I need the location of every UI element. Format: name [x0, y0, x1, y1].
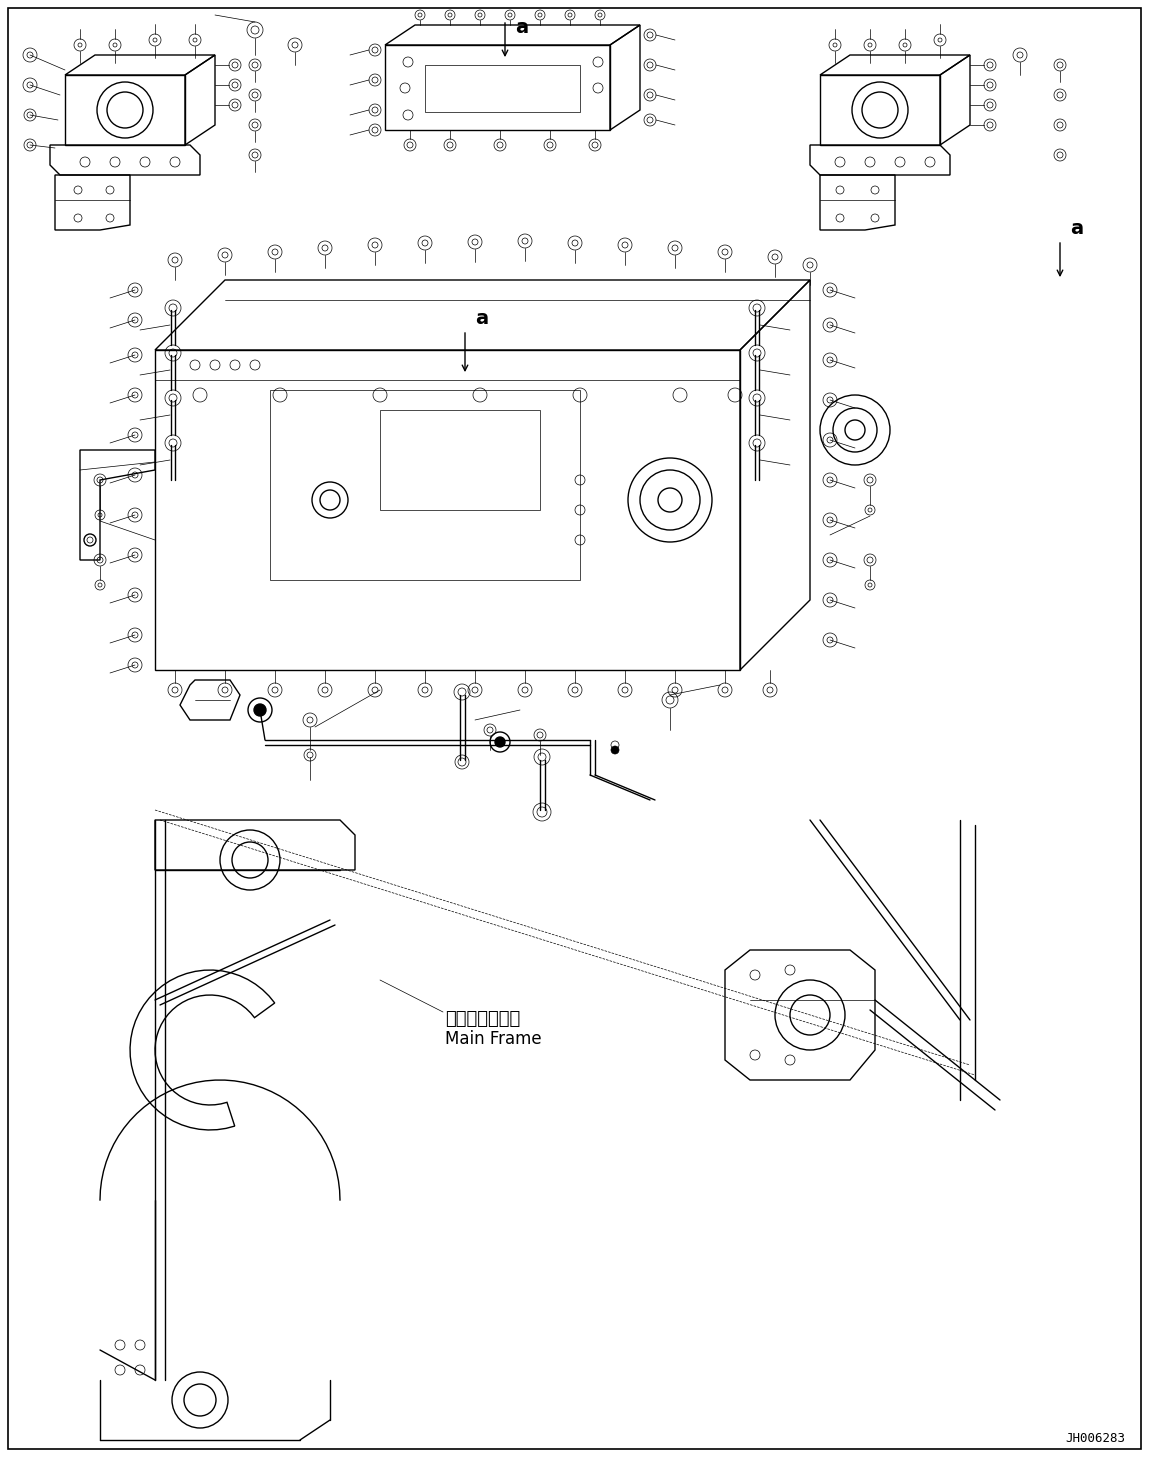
Text: JH006283: JH006283 [1065, 1431, 1125, 1444]
Circle shape [495, 737, 506, 747]
Text: a: a [1070, 219, 1084, 237]
Text: Main Frame: Main Frame [445, 1030, 541, 1048]
Text: a: a [515, 17, 529, 36]
Circle shape [254, 704, 267, 715]
Text: a: a [475, 309, 488, 328]
Circle shape [611, 746, 619, 755]
Text: メインフレーム: メインフレーム [445, 1010, 520, 1029]
